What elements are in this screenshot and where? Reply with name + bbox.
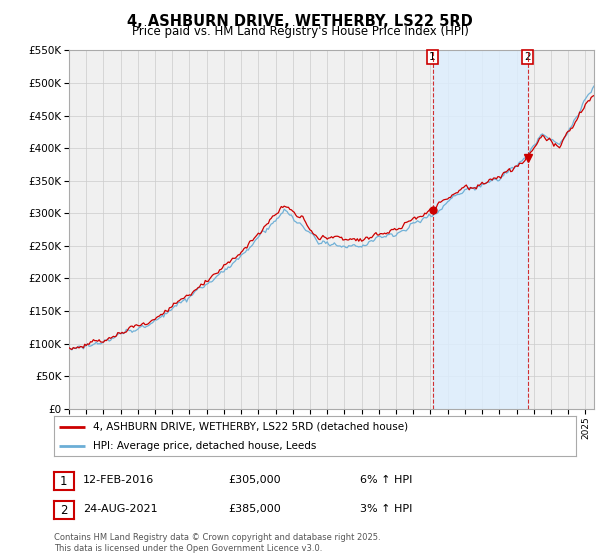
Text: 1: 1 <box>429 52 436 62</box>
Text: HPI: Average price, detached house, Leeds: HPI: Average price, detached house, Leed… <box>93 441 317 450</box>
Text: £385,000: £385,000 <box>228 504 281 514</box>
Text: 2: 2 <box>524 52 531 62</box>
Text: 6% ↑ HPI: 6% ↑ HPI <box>360 475 412 485</box>
Text: 24-AUG-2021: 24-AUG-2021 <box>83 504 157 514</box>
Text: 3% ↑ HPI: 3% ↑ HPI <box>360 504 412 514</box>
Text: Contains HM Land Registry data © Crown copyright and database right 2025.
This d: Contains HM Land Registry data © Crown c… <box>54 533 380 553</box>
Text: 4, ASHBURN DRIVE, WETHERBY, LS22 5RD: 4, ASHBURN DRIVE, WETHERBY, LS22 5RD <box>127 14 473 29</box>
Text: 1: 1 <box>60 474 68 488</box>
Text: 4, ASHBURN DRIVE, WETHERBY, LS22 5RD (detached house): 4, ASHBURN DRIVE, WETHERBY, LS22 5RD (de… <box>93 422 408 432</box>
Text: 12-FEB-2016: 12-FEB-2016 <box>83 475 154 485</box>
Text: 2: 2 <box>60 503 68 517</box>
Text: Price paid vs. HM Land Registry's House Price Index (HPI): Price paid vs. HM Land Registry's House … <box>131 25 469 38</box>
Text: £305,000: £305,000 <box>228 475 281 485</box>
Bar <box>433 50 528 409</box>
